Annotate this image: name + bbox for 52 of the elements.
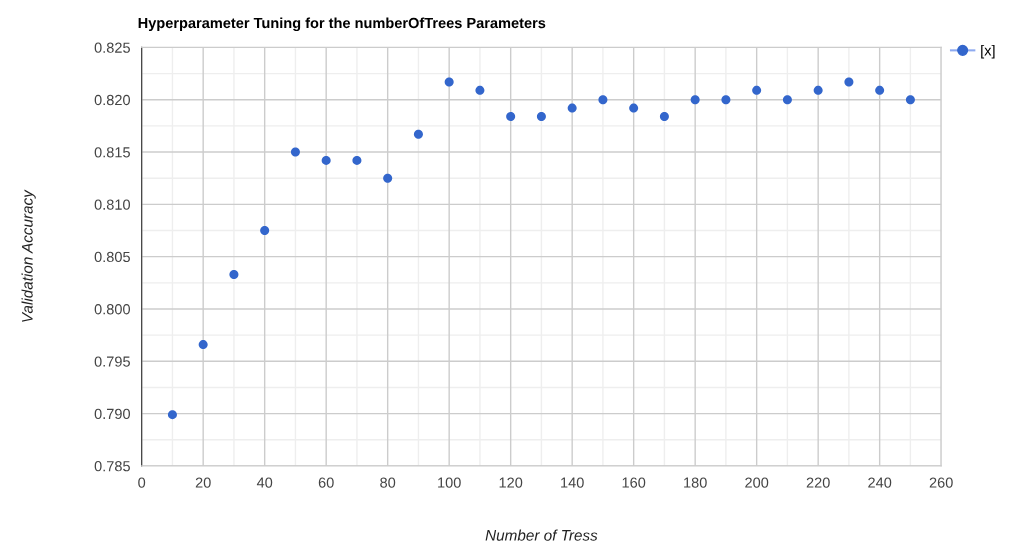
x-tick-label: 220 xyxy=(806,477,830,488)
point xyxy=(690,95,700,105)
x-tick-label: 180 xyxy=(684,477,707,488)
point xyxy=(475,85,485,95)
x-tick-label: 240 xyxy=(868,477,892,488)
x-tick-label: 120 xyxy=(499,477,523,488)
point xyxy=(536,111,546,121)
point xyxy=(629,103,639,113)
x-tick-label: 160 xyxy=(622,477,646,488)
point xyxy=(659,111,669,121)
x-tick-label: 40 xyxy=(256,477,273,488)
point xyxy=(383,173,393,183)
x-axis-title: Number of Tress xyxy=(485,529,598,541)
y-tick-label: 0.795 xyxy=(94,356,130,367)
point xyxy=(229,269,239,279)
point xyxy=(813,85,823,95)
y-tick-label: 0.790 xyxy=(94,408,130,420)
x-tick-label: 20 xyxy=(195,477,211,488)
point xyxy=(875,85,885,95)
chart-title: Hyperparameter Tuning for the numberOfTrees Parameters xyxy=(138,17,546,32)
point xyxy=(198,340,208,350)
point xyxy=(905,95,915,105)
point xyxy=(598,95,608,105)
x-tick-label: 80 xyxy=(380,477,396,488)
y-tick-label: 0.810 xyxy=(94,199,130,210)
point xyxy=(290,147,300,157)
y-tick-label: 0.825 xyxy=(94,42,130,53)
point xyxy=(167,410,177,420)
x-tick-label: 60 xyxy=(318,477,334,488)
x-tick-label: 260 xyxy=(929,477,953,488)
point xyxy=(844,77,854,87)
y-axis-title: Validation Accuracy xyxy=(21,189,36,322)
point xyxy=(444,77,454,87)
y-tick-label: 0.785 xyxy=(94,461,130,472)
point xyxy=(721,95,731,105)
point xyxy=(352,155,362,165)
point xyxy=(260,226,270,236)
x-tick-label: 140 xyxy=(561,477,584,488)
y-tick-label: 0.805 xyxy=(94,251,130,263)
y-tick-label: 0.820 xyxy=(94,94,130,106)
point xyxy=(567,103,577,113)
x-tick-label: 100 xyxy=(438,477,461,488)
point xyxy=(752,85,762,95)
point xyxy=(413,129,423,139)
legend-label: [x] xyxy=(981,44,995,59)
point xyxy=(782,95,792,105)
point xyxy=(321,155,331,165)
y-tick-label: 0.800 xyxy=(94,304,130,315)
x-tick-label: 200 xyxy=(745,477,769,488)
y-tick-label: 0.815 xyxy=(94,147,130,158)
point xyxy=(506,111,516,121)
x-tick-label: 0 xyxy=(138,477,146,488)
